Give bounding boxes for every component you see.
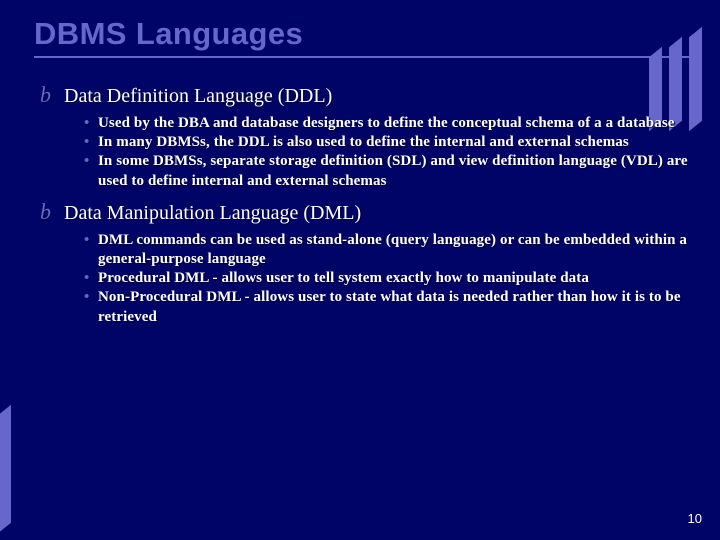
list-item: Used by the DBA and database designers t… [84, 114, 690, 133]
bullet-icon: b [40, 199, 64, 225]
section-heading: Data Definition Language (DDL) [64, 85, 332, 108]
slide: DBMS Languages b Data Definition Languag… [0, 0, 720, 327]
bullet-icon: b [40, 82, 64, 108]
list-item: Procedural DML - allows user to tell sys… [84, 269, 690, 288]
list-item: DML commands can be used as stand-alone … [84, 231, 690, 269]
slide-title: DBMS Languages [34, 16, 690, 52]
list-item: In some DBMSs, separate storage definiti… [84, 152, 690, 190]
page-number: 10 [688, 511, 702, 526]
list-item: Non-Procedural DML - allows user to stat… [84, 288, 690, 326]
section-dml: b Data Manipulation Language (DML) DML c… [40, 199, 690, 327]
title-underline [34, 56, 690, 58]
section-ddl: b Data Definition Language (DDL) Used by… [40, 82, 690, 191]
bullet-list: Used by the DBA and database designers t… [84, 114, 690, 191]
list-item: In many DBMSs, the DDL is also used to d… [84, 133, 690, 152]
bullet-list: DML commands can be used as stand-alone … [84, 231, 690, 327]
section-heading: Data Manipulation Language (DML) [64, 202, 361, 225]
